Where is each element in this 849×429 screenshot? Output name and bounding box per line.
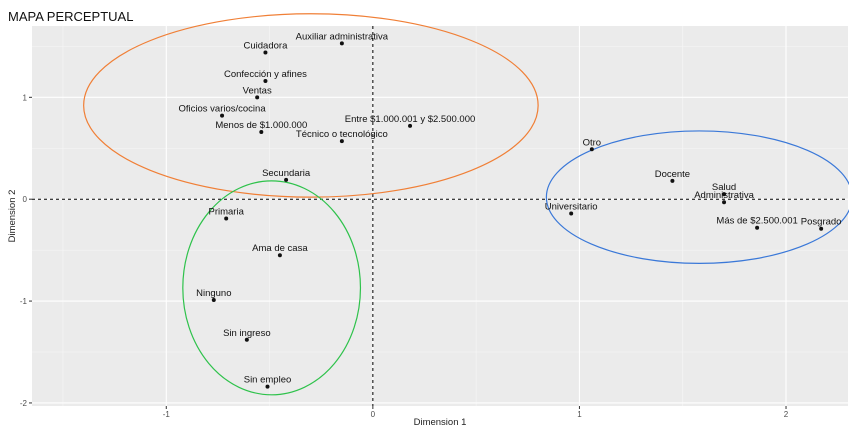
label-docente: Docente	[655, 169, 690, 180]
point-ventas	[255, 95, 260, 100]
point-menos-de-1-000-000	[259, 129, 264, 134]
label-cuidadora: Cuidadora	[244, 40, 289, 51]
point-auxiliar-administrativa	[339, 41, 344, 46]
label-sin-empleo: Sin empleo	[244, 375, 292, 386]
point-ama-de-casa	[277, 253, 282, 258]
label-entre-1-000-001-y-2-500-000: Entre $1.000.001 y $2.500.000	[345, 114, 475, 125]
point-primaria	[224, 216, 229, 221]
label-posgrado: Posgrado	[801, 217, 842, 228]
label-otro: Otro	[583, 137, 601, 148]
label-ninguno: Ninguno	[196, 288, 231, 299]
ellipse-orange	[83, 13, 539, 198]
x-tick-label: -1	[163, 410, 171, 419]
label-ama-de-casa: Ama de casa	[252, 243, 308, 254]
label-auxiliar-administrativa: Auxiliar administrativa	[296, 31, 389, 42]
point-docente	[670, 178, 675, 183]
point-posgrado	[819, 226, 824, 231]
chart-title: MAPA PERCEPTUAL	[8, 9, 134, 24]
label-universitario: Universitario	[545, 201, 598, 212]
point-mas-de-2-500-001	[755, 225, 760, 230]
point-salud	[722, 192, 727, 197]
point-secundaria	[284, 177, 289, 182]
y-tick-label: -2	[20, 399, 28, 408]
point-tecnico-o-tecnologico	[339, 139, 344, 144]
x-tick-label: 1	[577, 410, 582, 419]
ellipse-blue	[545, 130, 849, 264]
label-menos-de-1-000-000: Menos de $1.000.000	[215, 120, 307, 131]
point-sin-empleo	[265, 384, 270, 389]
label-sin-ingreso: Sin ingreso	[223, 328, 271, 339]
reference-lines	[32, 26, 848, 406]
point-labels: Auxiliar administrativa Cuidadora Confecci…	[178, 31, 841, 385]
point-ninguno	[211, 298, 216, 303]
label-primaria: Primaria	[208, 207, 244, 218]
x-axis-title: Dimension 1	[414, 417, 467, 428]
point-administrativa	[722, 200, 727, 205]
point-otro	[589, 147, 594, 152]
point-universitario	[569, 211, 574, 216]
point-sin-ingreso	[244, 337, 249, 342]
label-secundaria: Secundaria	[262, 168, 311, 179]
x-tick-label: 0	[371, 410, 376, 419]
y-tick-label: -1	[20, 297, 28, 306]
label-mas-de-2-500-001: Más de $2.500.001	[716, 216, 797, 227]
ellipse-green	[182, 180, 362, 396]
plot-panel	[32, 26, 848, 406]
data-points	[211, 41, 824, 389]
y-tick-label: 1	[23, 93, 28, 102]
label-administrativa: Administrativa	[694, 190, 754, 201]
label-oficios-varios-cocina: Oficios varios/cocina	[178, 104, 266, 115]
major-gridlines	[32, 26, 848, 406]
y-tick-label: 0	[23, 195, 28, 204]
point-entre-1-000-001-y-2-500-000	[408, 123, 413, 128]
label-tecnico-o-tecnologico: Técnico o tecnológico	[296, 129, 388, 140]
y-axis-title: Dimension 2	[7, 190, 18, 243]
x-tick-label: 2	[784, 410, 789, 419]
point-oficios-varios-cocina	[220, 113, 225, 118]
label-ventas: Ventas	[243, 85, 272, 96]
minor-gridlines	[32, 26, 848, 406]
point-cuidadora	[263, 50, 268, 55]
label-confeccion-y-afines: Confección y afines	[224, 69, 307, 80]
point-confeccion-y-afines	[263, 79, 268, 84]
label-salud: Salud	[712, 182, 736, 193]
cluster-ellipses	[83, 13, 849, 396]
y-axis-ticks: -2 -1 0 1	[20, 93, 32, 408]
x-axis-ticks: -1 0 1 2	[163, 406, 789, 419]
